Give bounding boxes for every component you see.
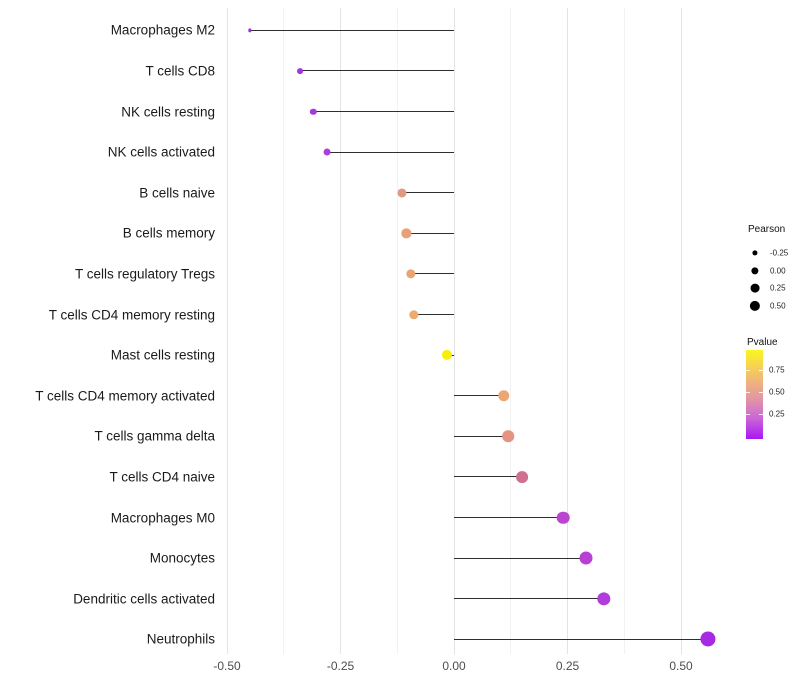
data-point-dot	[409, 309, 419, 320]
minor-gridline	[510, 8, 512, 654]
category-label: Neutrophils	[146, 631, 215, 647]
lollipop-stick	[249, 29, 454, 31]
major-gridline	[567, 8, 568, 654]
major-gridline	[226, 8, 228, 654]
minor-gridline	[623, 8, 625, 654]
category-label: Mast cells resting	[110, 347, 215, 363]
category-label: NK cells activated	[107, 144, 215, 160]
data-point-dot	[401, 228, 411, 238]
data-point-dot	[248, 28, 252, 32]
colorbar-label: 0.50	[769, 387, 785, 397]
category-label: T cells CD4 memory activated	[35, 388, 215, 404]
lollipop-stick	[454, 476, 523, 478]
colorbar-tick	[759, 413, 763, 415]
category-label: Monocytes	[149, 550, 215, 566]
lollipop-stick	[454, 598, 604, 600]
lollipop-stick	[410, 273, 454, 275]
data-point-dot	[579, 551, 593, 565]
colorbar-tick	[759, 370, 763, 372]
category-label: T cells CD4 memory resting	[48, 307, 215, 322]
minor-gridline	[396, 8, 398, 654]
category-label: T cells gamma delta	[94, 428, 215, 444]
x-axis-tick-label: -0.50	[213, 659, 241, 673]
legend-size-label: 0.50	[770, 301, 786, 311]
data-point-dot	[556, 511, 570, 524]
data-point-dot	[296, 67, 303, 74]
data-point-dot	[397, 188, 407, 198]
data-point-dot	[498, 389, 510, 402]
colorbar-label: 0.25	[769, 409, 785, 419]
colorbar-tick	[746, 413, 750, 415]
lollipop-stick	[454, 557, 586, 559]
minor-gridline	[283, 8, 285, 654]
major-gridline	[340, 8, 341, 654]
category-label: Dendritic cells activated	[73, 591, 215, 607]
colorbar-tick	[746, 392, 750, 393]
legend-size-title: Pearson	[748, 224, 786, 235]
legend-size-dot	[752, 250, 758, 256]
colorbar-tick	[759, 392, 763, 393]
category-label: B cells naive	[139, 185, 215, 201]
lollipop-stick	[454, 435, 509, 437]
legend-size-label: 0.25	[770, 283, 786, 293]
category-label: T cells CD8	[145, 63, 215, 79]
legend-size-dot	[751, 267, 759, 275]
major-gridline	[680, 8, 682, 654]
data-point-dot	[310, 108, 317, 115]
data-point-dot	[406, 269, 416, 279]
lollipop-stick	[299, 70, 454, 72]
lollipop-stick	[406, 232, 454, 234]
x-axis-tick-label: 0.25	[555, 659, 580, 673]
category-label: NK cells resting	[121, 104, 215, 119]
x-axis-tick-label: -0.25	[326, 659, 355, 673]
x-axis-tick-label: 0.50	[669, 659, 693, 673]
x-axis-tick-label: 0.00	[442, 659, 466, 673]
data-point-dot	[442, 349, 453, 361]
category-label: T cells regulatory Tregs	[74, 266, 215, 282]
legend-size-label: 0.00	[770, 266, 786, 276]
category-label: T cells CD4 naive	[109, 469, 215, 485]
lollipop-stick	[454, 638, 709, 640]
pvalue-colorbar	[746, 350, 763, 439]
lollipop-stick	[454, 395, 504, 397]
colorbar-tick	[746, 370, 750, 372]
major-gridline	[453, 8, 455, 654]
category-label: Macrophages M0	[110, 510, 215, 525]
legend-size-dot	[750, 283, 760, 293]
data-point-dot	[502, 430, 515, 443]
data-point-dot	[516, 470, 528, 483]
legend-color-title: Pvalue	[747, 337, 778, 348]
data-point-dot	[597, 592, 611, 606]
category-label: Macrophages M2	[110, 22, 215, 38]
legend-size-label: -0.25	[770, 248, 789, 258]
category-label: B cells memory	[122, 225, 215, 241]
lollipop-stick	[326, 151, 454, 153]
lollipop-stick	[454, 517, 563, 518]
lollipop-stick	[401, 192, 454, 194]
lollipop-stick	[313, 111, 454, 112]
lollipop-stick	[414, 314, 454, 315]
data-point-dot	[323, 148, 331, 156]
data-point-dot	[700, 631, 716, 647]
legend-size-dot	[749, 300, 761, 312]
colorbar-label: 0.75	[769, 365, 785, 375]
